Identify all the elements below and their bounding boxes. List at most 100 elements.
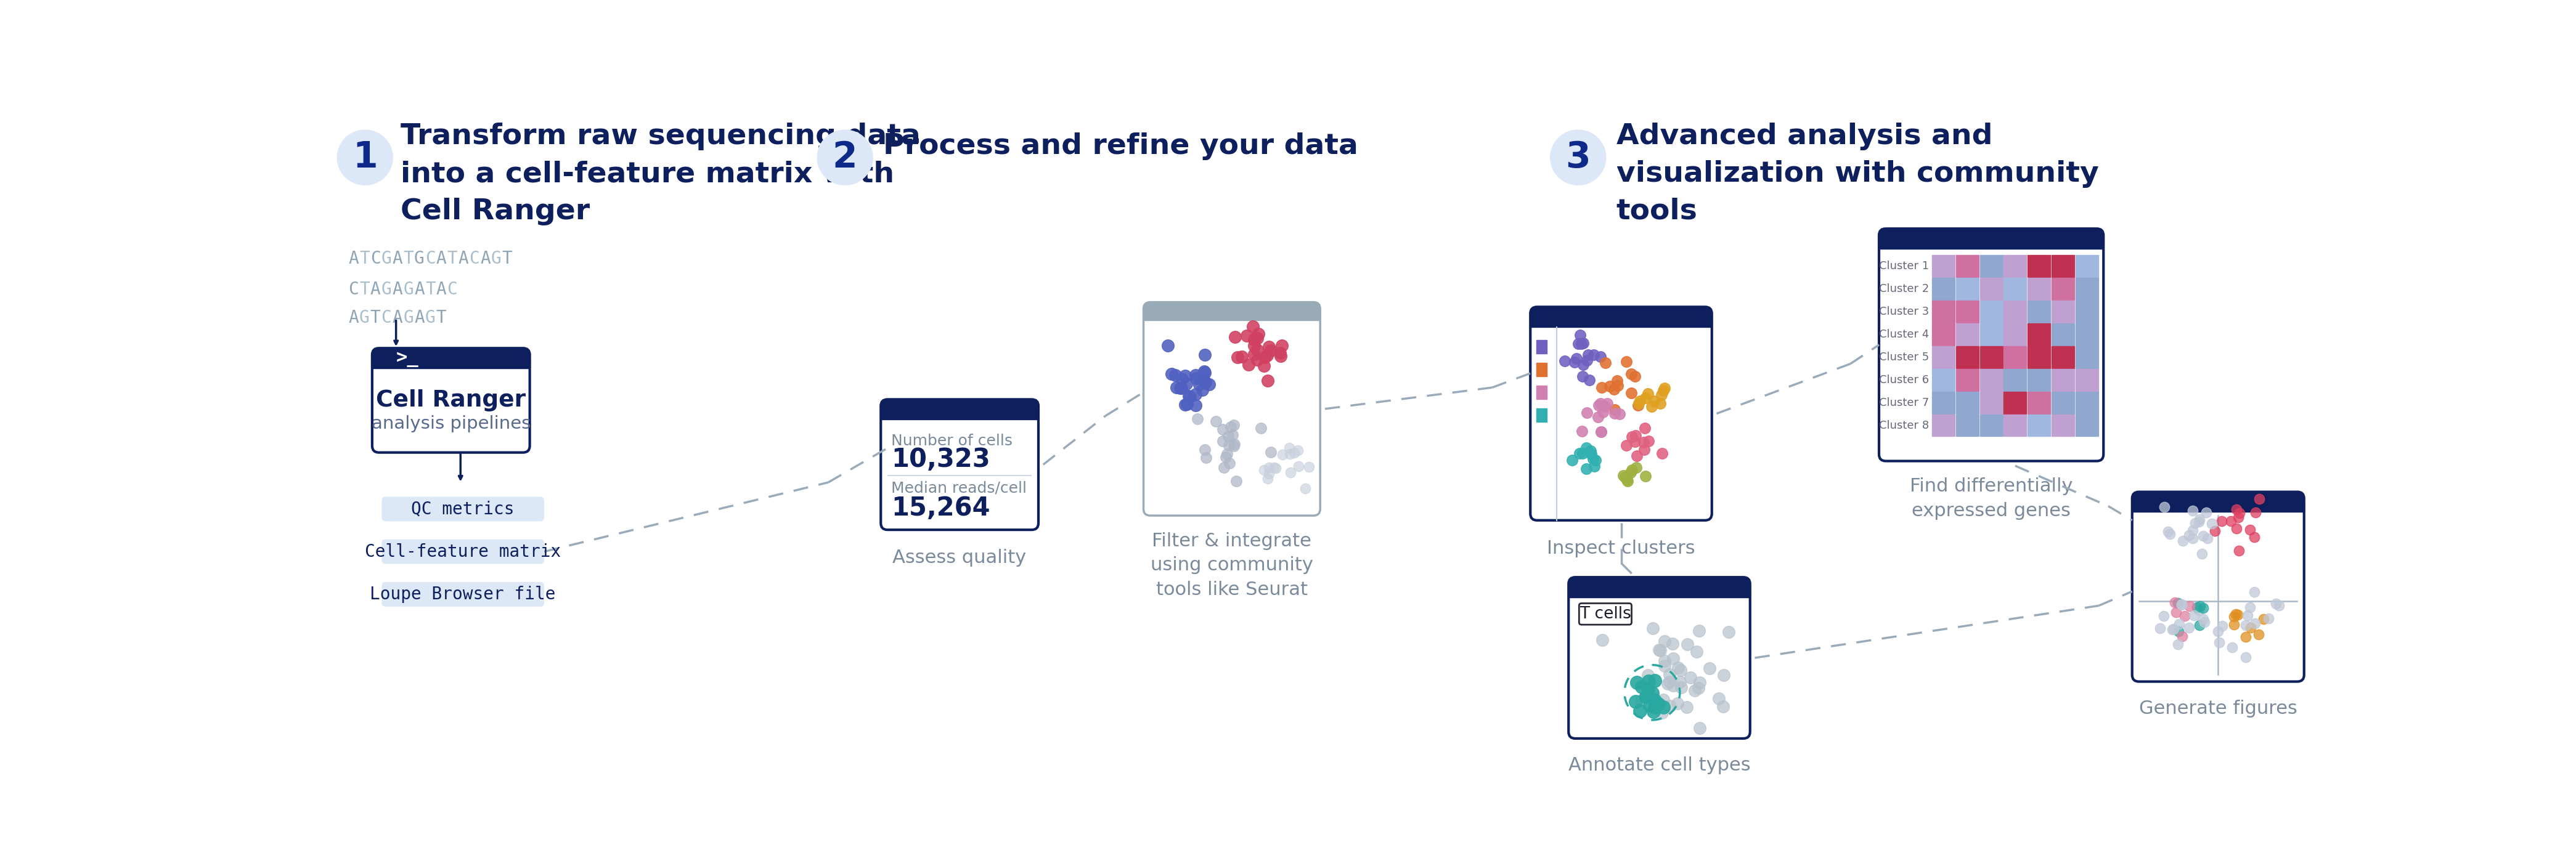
Text: Cluster 4: Cluster 4 (1878, 329, 1929, 340)
Text: Cluster 1: Cluster 1 (1878, 261, 1929, 272)
Point (1649, 675, 1690, 689)
Point (1226, 329, 1267, 342)
Point (1285, 481, 1327, 495)
Point (1615, 434, 1656, 448)
Point (1244, 360, 1285, 373)
Point (1620, 680, 1662, 693)
Point (1164, 398, 1206, 412)
Point (1249, 461, 1291, 474)
Bar (2050, 301, 2074, 323)
Text: C: C (425, 250, 435, 267)
Point (1203, 461, 1244, 474)
Point (1206, 450, 1247, 464)
Point (2215, 503, 2257, 517)
Point (1247, 348, 1288, 362)
Bar (1955, 278, 1978, 299)
Point (1633, 394, 1674, 408)
Bar (1144, 311, 1321, 320)
Point (2182, 601, 2223, 615)
Point (1649, 668, 1690, 681)
Point (1244, 350, 1285, 364)
Point (1162, 381, 1203, 395)
Point (1680, 722, 1721, 735)
Point (1610, 465, 1651, 479)
Text: Cluster 2: Cluster 2 (1878, 283, 1929, 294)
Point (2164, 609, 2205, 623)
FancyBboxPatch shape (381, 582, 544, 607)
Text: A: A (435, 250, 446, 267)
Point (2154, 595, 2195, 609)
FancyBboxPatch shape (371, 348, 531, 368)
Point (1571, 447, 1613, 461)
Text: A: A (415, 281, 425, 298)
Point (2233, 530, 2275, 544)
Text: analysis pipelines: analysis pipelines (371, 415, 531, 432)
Point (2213, 610, 2254, 624)
Point (1561, 446, 1602, 460)
Bar (1535, 385, 1546, 399)
Point (1247, 472, 1288, 486)
Point (1208, 429, 1249, 443)
Point (1262, 339, 1303, 353)
Point (2228, 601, 2269, 614)
Point (1543, 353, 1584, 367)
Text: C: C (448, 281, 459, 298)
Text: A: A (392, 250, 402, 267)
Point (1203, 434, 1244, 448)
FancyBboxPatch shape (2133, 492, 2303, 681)
Point (1703, 699, 1744, 713)
Bar (2004, 369, 2027, 391)
Point (1618, 704, 1659, 718)
Point (1638, 644, 1680, 657)
Point (1213, 439, 1255, 453)
Point (2172, 531, 2213, 545)
Point (1605, 470, 1646, 484)
Point (1600, 407, 1641, 420)
Point (1558, 329, 1600, 342)
Point (1164, 369, 1206, 383)
FancyBboxPatch shape (1530, 307, 1713, 520)
Point (1561, 337, 1602, 351)
Bar (2050, 323, 2074, 345)
Point (2148, 525, 2190, 539)
Point (1610, 463, 1651, 477)
Point (1597, 374, 1638, 388)
Text: A: A (479, 250, 489, 267)
Point (1216, 474, 1257, 487)
Point (2143, 500, 2184, 514)
Text: Cluster 3: Cluster 3 (1878, 306, 1929, 317)
Point (1703, 668, 1744, 682)
Point (1662, 680, 1703, 694)
Point (1595, 383, 1636, 396)
Bar (1530, 317, 1713, 327)
Point (1620, 395, 1662, 408)
Point (1260, 346, 1301, 360)
Text: Median reads/cell: Median reads/cell (891, 481, 1028, 496)
Bar (1981, 414, 2002, 437)
Circle shape (817, 130, 873, 185)
Point (2197, 625, 2239, 638)
Bar (1535, 340, 1546, 353)
Point (1260, 349, 1301, 363)
Point (1615, 370, 1656, 384)
FancyBboxPatch shape (381, 497, 544, 522)
Bar (1981, 347, 2002, 368)
Point (1273, 445, 1314, 459)
Point (1641, 388, 1682, 402)
Point (1244, 462, 1285, 476)
Point (1157, 381, 1198, 395)
Point (1659, 675, 1700, 689)
Point (1213, 330, 1255, 344)
Bar (2004, 255, 2027, 277)
Bar (2076, 301, 2099, 323)
Point (1615, 695, 1656, 709)
Point (1584, 400, 1625, 414)
Point (2218, 506, 2259, 520)
Text: Find differentially
expressed genes: Find differentially expressed genes (1909, 478, 2074, 520)
Point (1564, 358, 1605, 372)
Point (1607, 474, 1649, 488)
Point (1579, 350, 1620, 364)
Point (1605, 354, 1646, 368)
Point (2156, 606, 2197, 619)
Point (2259, 599, 2300, 613)
